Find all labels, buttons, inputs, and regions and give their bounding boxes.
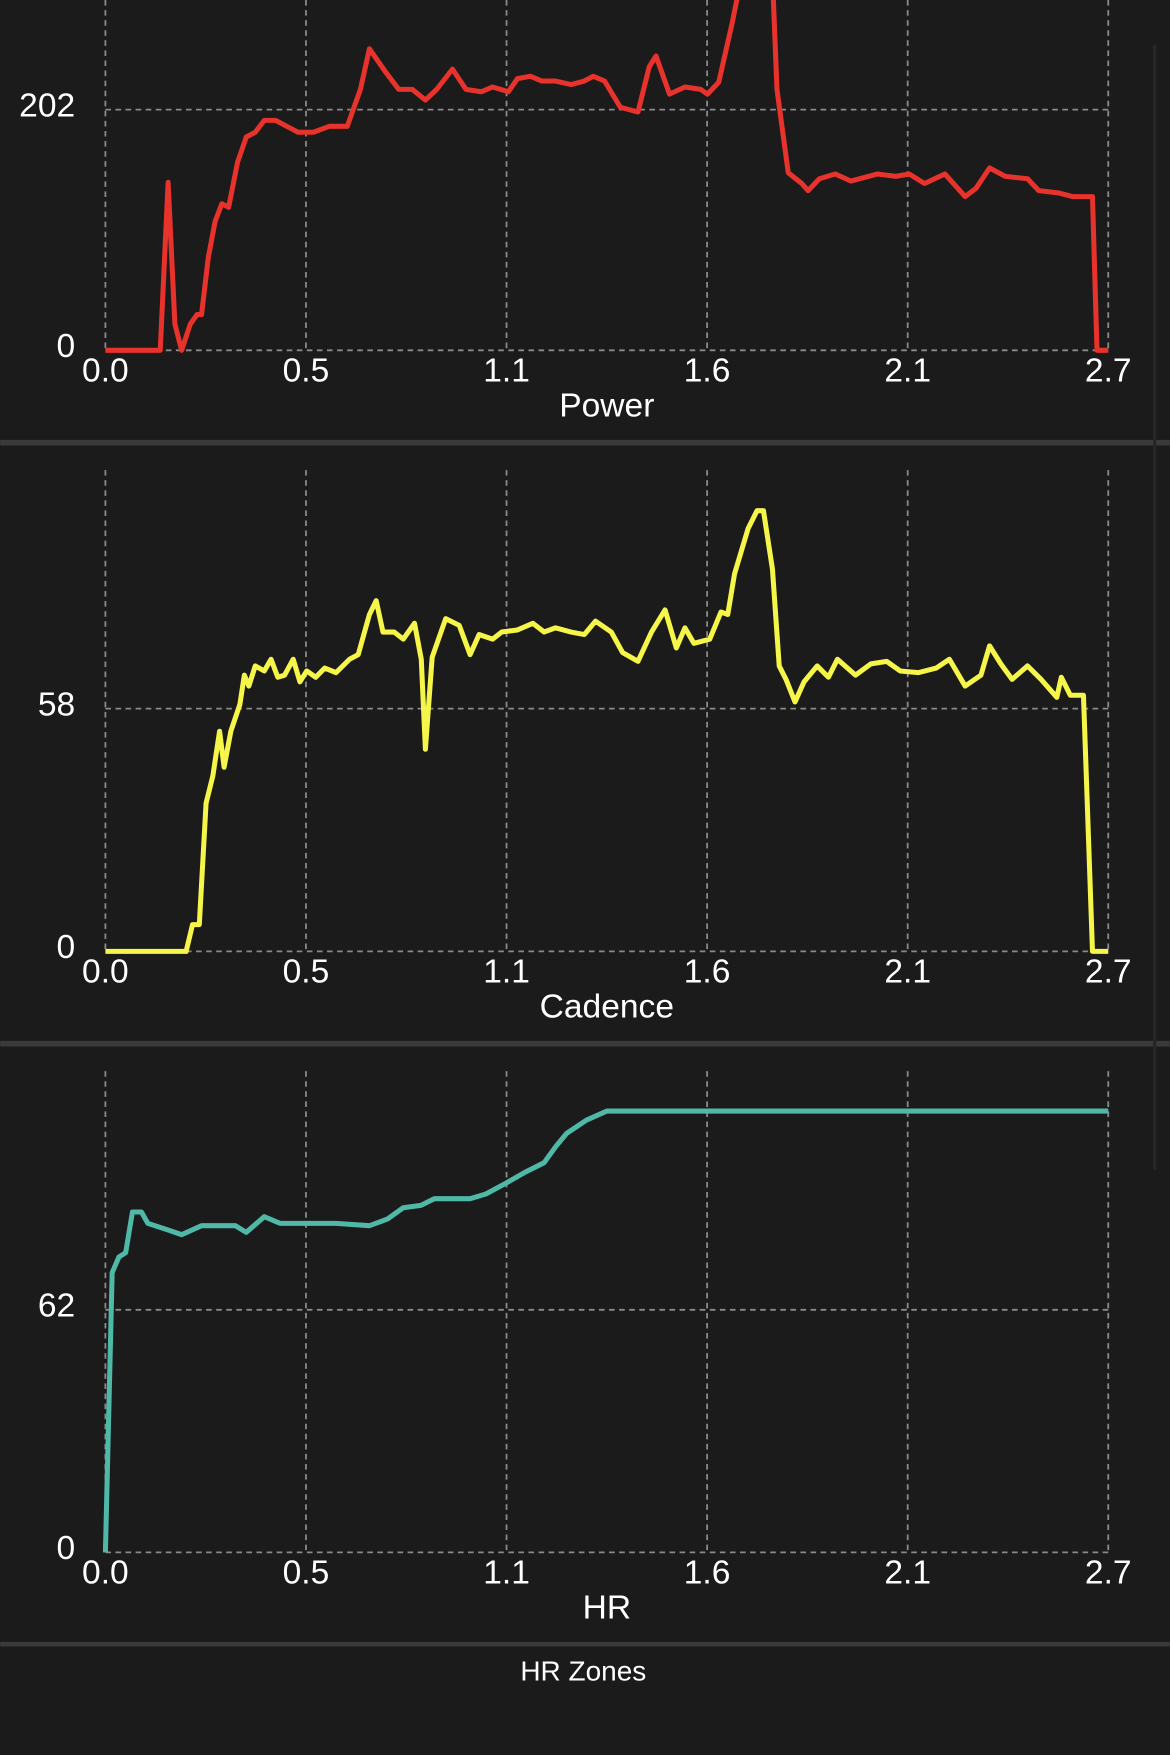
x-tick-label: 0.0 bbox=[82, 1555, 129, 1592]
x-tick-label: 1.6 bbox=[684, 1555, 731, 1592]
x-axis-title: Cadence bbox=[540, 988, 674, 1025]
y-tick-label: 58 bbox=[38, 686, 75, 723]
x-tick-label: 1.1 bbox=[483, 1555, 530, 1592]
separator bbox=[0, 439, 1170, 446]
x-tick-label: 0.5 bbox=[283, 1555, 330, 1592]
x-axis-title: HR bbox=[583, 1589, 631, 1626]
x-tick-label: 1.1 bbox=[483, 954, 530, 991]
separator bbox=[0, 1040, 1170, 1047]
x-tick-label: 1.6 bbox=[684, 353, 731, 390]
y-tick-label: 0 bbox=[57, 328, 76, 365]
x-tick-label: 0.5 bbox=[283, 954, 330, 991]
separator bbox=[0, 1641, 1170, 1647]
x-tick-label: 0.0 bbox=[82, 954, 129, 991]
data-line bbox=[105, 508, 1109, 954]
data-line bbox=[102, 1108, 1109, 1553]
x-tick-label: 2.1 bbox=[884, 353, 931, 390]
x-tick-label: 2.7 bbox=[1085, 1555, 1132, 1592]
x-tick-label: 2.7 bbox=[1085, 353, 1132, 390]
y-tick-label: 0 bbox=[57, 1530, 76, 1567]
x-tick-label: 2.7 bbox=[1085, 954, 1132, 991]
x-tick-label: 1.1 bbox=[483, 353, 530, 390]
x-tick-label: 0.5 bbox=[283, 353, 330, 390]
x-tick-label: 2.1 bbox=[884, 954, 931, 991]
y-tick-label: 202 bbox=[19, 87, 75, 124]
data-line bbox=[105, 0, 1109, 353]
y-tick-label: 62 bbox=[38, 1287, 75, 1324]
x-axis-title: Power bbox=[559, 387, 654, 424]
y-tick-label: 0 bbox=[57, 929, 76, 966]
scrollbar bbox=[1153, 44, 1157, 1170]
x-tick-label: 0.0 bbox=[82, 353, 129, 390]
x-tick-label: 2.1 bbox=[884, 1555, 931, 1592]
x-tick-label: 1.6 bbox=[684, 954, 731, 991]
footer-title: HR Zones bbox=[520, 1656, 646, 1687]
